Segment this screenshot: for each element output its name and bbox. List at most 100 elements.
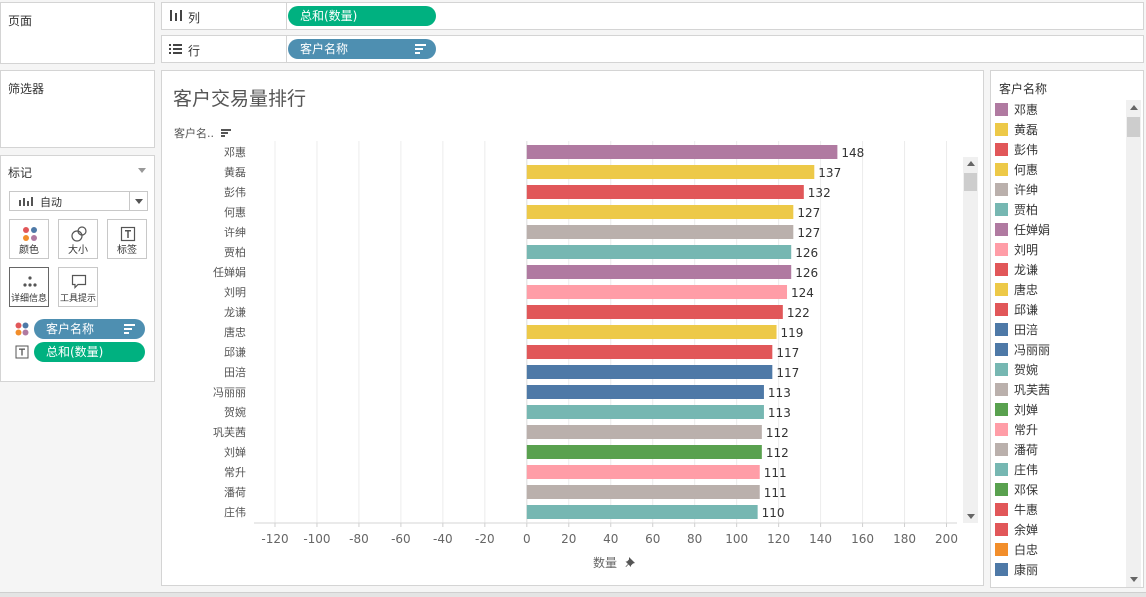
legend-item-label: 黄磊 [1014,123,1039,137]
legend-scroll-up-icon[interactable] [1130,105,1138,110]
label-button[interactable]: 标签 [107,219,147,259]
legend-scrollbar-thumb[interactable] [1127,117,1140,137]
legend-item[interactable]: 黄磊 [995,120,1038,140]
bar [526,365,773,379]
mark-type-dropdown[interactable]: 自动 [9,191,148,211]
scroll-up-icon[interactable] [967,161,975,166]
legend-item[interactable]: 白忠 [995,540,1038,560]
legend-item-label: 彭伟 [1014,143,1039,157]
legend-item-label: 何惠 [1014,163,1039,177]
legend-item-label: 田涪 [1014,323,1039,337]
chart-scrollbar-thumb[interactable] [964,173,977,191]
legend-item[interactable]: 邱谦 [995,300,1038,320]
legend-scroll-down-icon[interactable] [1130,577,1138,582]
legend-swatch [995,463,1008,476]
legend-item-label: 余婵 [1014,523,1039,537]
color-button[interactable]: 颜色 [9,219,49,259]
marks-field-quantity[interactable]: 总和(数量) [15,342,145,362]
rows-shelf-header: 行 [162,36,287,62]
pages-shelf[interactable]: 页面 [0,2,155,64]
bar [526,385,764,399]
legend-item[interactable]: 刘明 [995,240,1038,260]
size-icon [71,226,87,242]
bar-value-label: 127 [797,226,820,240]
columns-icon [170,10,182,21]
bar-value-label: 137 [818,166,841,180]
marks-collapse-icon[interactable] [138,168,146,173]
columns-shelf[interactable]: 列 总和(数量) [161,2,1144,30]
legend-item[interactable]: 常升 [995,420,1038,440]
legend-item[interactable]: 巩芙茜 [995,380,1050,400]
columns-pill-label: 总和(数量) [300,9,358,23]
chart-scrollbar[interactable] [963,157,978,523]
legend-item-label: 唐忠 [1014,283,1039,297]
category-label: 冯丽丽 [213,386,246,399]
legend-item[interactable]: 龙谦 [995,260,1038,280]
category-label: 庄伟 [224,505,246,519]
legend-item[interactable]: 邓惠 [995,100,1038,120]
rows-pill-customer[interactable]: 客户名称 [288,39,436,59]
detail-button[interactable]: 详细信息 [9,267,49,307]
x-tick-label: 120 [767,532,790,546]
bar [526,405,764,419]
bar [526,485,760,499]
bar-value-label: 117 [776,366,799,380]
legend-swatch [995,243,1008,256]
rows-shelf[interactable]: 行 客户名称 [161,35,1144,63]
legend-item[interactable]: 何惠 [995,160,1038,180]
legend-swatch [995,423,1008,436]
bar [526,165,815,179]
legend-item[interactable]: 唐忠 [995,280,1038,300]
marks-card: 标记 自动 颜色 大小 标签 详细信息 [0,155,155,382]
x-tick-label: 140 [809,532,832,546]
legend-item[interactable]: 邓保 [995,480,1038,500]
legend-item[interactable]: 田涪 [995,320,1038,340]
legend-item[interactable]: 刘婵 [995,400,1038,420]
legend-item[interactable]: 贾柏 [995,200,1038,220]
legend-item[interactable]: 彭伟 [995,140,1038,160]
dropdown-arrow-icon [129,192,147,210]
legend-item[interactable]: 庄伟 [995,460,1038,480]
worksheet: 客户交易量排行 客户名.. -120 -100 -80 -60 -40 -20 0 20 40 6… [161,70,984,586]
legend-scrollbar[interactable] [1126,100,1141,587]
legend-list: 邓惠黄磊彭伟何惠许绅 贾柏任婵娟刘明 龙谦唐忠邱谦田涪冯丽丽 贺婉 巩芙茜 刘婵 常升 潘荷庄… [991,100,1126,587]
color-button-label: 颜色 [19,245,39,256]
filters-shelf[interactable]: 筛选器 [0,70,155,148]
legend-item[interactable]: 康丽 [995,560,1038,580]
legend-item[interactable]: 潘荷 [995,440,1038,460]
category-label: 龙谦 [224,306,246,319]
marks-field-customer[interactable]: 客户名称 [15,319,145,339]
legend-item[interactable]: 许绅 [995,180,1038,200]
marks-pill-customer[interactable]: 客户名称 [34,319,145,339]
bar-value-label: 124 [791,286,814,300]
bar [526,145,838,159]
legend-item[interactable]: 任婵娟 [995,220,1050,240]
marks-pill-quantity[interactable]: 总和(数量) [34,342,145,362]
category-label: 刘明 [224,286,246,299]
category-label: 彭伟 [224,185,246,199]
x-tick-label: 60 [645,532,660,546]
bar [526,445,762,459]
row-header[interactable]: 客户名.. [174,125,231,141]
bar [526,205,794,219]
category-label: 任婵娟 [213,265,246,279]
label-button-label: 标签 [117,245,137,256]
legend-swatch [995,223,1008,236]
legend-item[interactable]: 余婵 [995,520,1038,540]
marks-title: 标记 [8,166,33,180]
sheet-tab-strip [0,592,1146,597]
legend-item[interactable]: 冯丽丽 [995,340,1050,360]
legend-swatch [995,323,1008,336]
rows-label: 行 [188,44,201,58]
size-button[interactable]: 大小 [58,219,98,259]
legend-item-label: 牛惠 [1014,503,1039,517]
legend-item-label: 任婵娟 [1014,223,1051,237]
columns-pill-quantity[interactable]: 总和(数量) [288,6,436,26]
scroll-down-icon[interactable] [967,514,975,519]
tooltip-button[interactable]: 工具提示 [58,267,98,307]
legend-item[interactable]: 牛惠 [995,500,1038,520]
row-header-sort-icon[interactable] [220,129,231,138]
x-axis-title: 数量 [593,554,637,571]
pin-icon[interactable] [625,556,637,568]
legend-item[interactable]: 贺婉 [995,360,1038,380]
